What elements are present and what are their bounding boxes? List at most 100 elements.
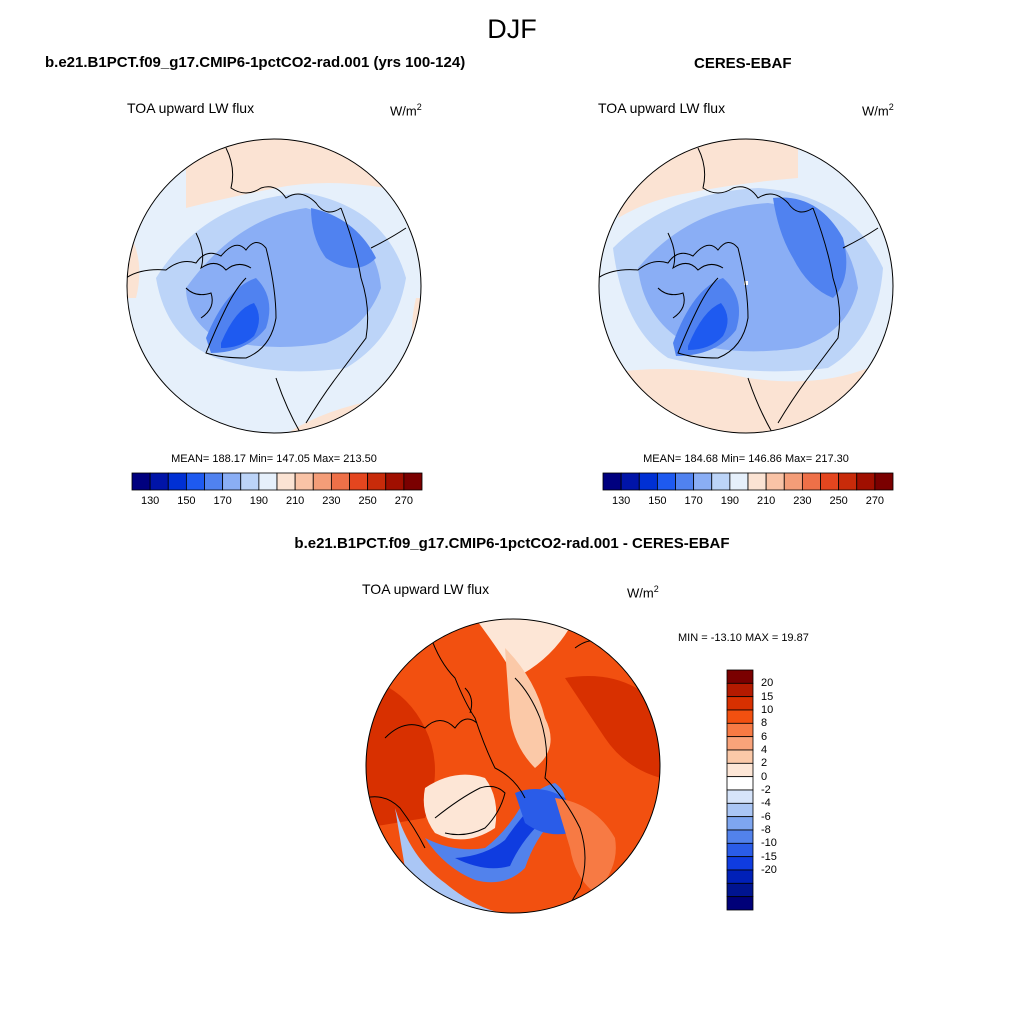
diff-colorbar-tick-label: -4 <box>761 797 771 810</box>
right-colorbar-swatch <box>820 472 840 491</box>
diff-colorbar-swatch <box>726 749 754 764</box>
left-colorbar-swatch <box>385 472 405 491</box>
right-colorbar-tick-label: 150 <box>648 495 667 507</box>
diff-colorbar-tick-label: 6 <box>761 730 768 743</box>
left-colorbar-swatch <box>276 472 296 491</box>
right-colorbar-swatch <box>747 472 767 491</box>
left-colorbar-swatch <box>258 472 278 491</box>
right-colorbar-tick-label: 270 <box>865 495 885 507</box>
left-colorbar-swatch <box>131 472 151 491</box>
diff-colorbar-swatches <box>726 669 754 911</box>
diff-colorbar-swatch <box>726 682 754 698</box>
left-colorbar-swatch <box>204 472 224 491</box>
diff-colorbar-swatch <box>726 802 754 818</box>
diff-colorbar-labels: 20 15 10 8 6 4 2 0 -2 -4 -6 -8 -10 -15 -20 <box>761 670 801 910</box>
diff-colorbar-tick-label: -2 <box>761 784 771 796</box>
left-colorbar-swatch <box>149 472 169 491</box>
diff-panel-title: b.e21.B1PCT.f09_g17.CMIP6-1pctCO2-rad.00… <box>294 535 730 552</box>
right-units-label: W/m2 <box>862 102 894 119</box>
left-colorbar-tick-label: 150 <box>177 495 196 507</box>
right-colorbar-swatch <box>711 472 731 491</box>
right-colorbar-tick-label: 250 <box>829 495 848 507</box>
right-colorbar-labels: 130 150 170 190 210 230 250 270 <box>603 495 893 509</box>
diff-colorbar-swatch <box>726 789 754 804</box>
right-colorbar-swatch <box>838 472 858 491</box>
left-units-label: W/m2 <box>390 102 422 119</box>
diff-colorbar-swatch <box>726 842 754 858</box>
right-colorbar-swatch <box>783 472 803 491</box>
left-colorbar-tick-label: 130 <box>140 495 160 507</box>
diff-colorbar-swatch <box>726 709 754 724</box>
right-colorbar-swatch <box>801 472 821 491</box>
right-colorbar-swatch <box>620 472 640 491</box>
left-panel-title: b.e21.B1PCT.f09_g17.CMIP6-1pctCO2-rad.00… <box>45 54 466 71</box>
left-colorbar-swatch <box>403 472 423 491</box>
left-colorbar-swatch <box>240 472 260 491</box>
right-colorbar-swatch <box>765 472 785 491</box>
left-stats: MEAN= 188.17 Min= 147.05 Max= 213.50 <box>171 453 377 465</box>
diff-colorbar-swatch <box>726 736 754 751</box>
left-colorbar-swatch <box>185 472 205 491</box>
left-colorbar-swatch <box>294 472 314 491</box>
diff-colorbar-swatch <box>726 816 754 831</box>
right-colorbar-swatch <box>638 472 658 491</box>
diff-colorbar-swatch <box>726 669 754 684</box>
diff-colorbar-tick-label: -15 <box>761 850 777 863</box>
right-variable-label: TOA upward LW flux <box>598 100 726 116</box>
right-colorbar-swatch <box>874 472 894 491</box>
left-colorbar-swatches <box>131 472 423 491</box>
diff-colorbar-tick-label: 0 <box>761 770 768 783</box>
diff-colorbar-tick-label: 20 <box>761 677 774 690</box>
left-variable-label: TOA upward LW flux <box>127 100 255 116</box>
diff-colorbar-swatch <box>726 696 754 711</box>
left-colorbar-tick-label: 270 <box>394 495 414 507</box>
diff-colorbar-tick-label: -8 <box>761 824 771 836</box>
diff-colorbar-swatch <box>726 856 754 871</box>
right-colorbar-swatch <box>656 472 676 491</box>
right-colorbar-tick-label: 230 <box>793 495 812 507</box>
diff-colorbar-tick-label: -20 <box>761 864 777 876</box>
left-colorbar-swatch <box>367 472 387 491</box>
left-colorbar-swatch <box>349 472 369 491</box>
right-panel-title: CERES-EBAF <box>694 55 792 72</box>
diff-colorbar-swatch <box>726 722 754 738</box>
left-polar-map <box>126 138 422 434</box>
diff-colorbar-swatch <box>726 776 754 791</box>
diff-colorbar-swatch <box>726 829 754 844</box>
right-polar-map <box>598 138 894 434</box>
left-colorbar-tick-label: 190 <box>249 495 269 507</box>
right-colorbar-swatch <box>675 472 695 491</box>
diff-colorbar-swatch <box>726 869 754 884</box>
diff-colorbar-tick-label: -6 <box>761 810 771 823</box>
diff-colorbar-swatch <box>726 762 754 778</box>
diff-units-label: W/m2 <box>627 584 659 601</box>
left-colorbar-swatch <box>312 472 332 491</box>
diff-colorbar-tick-label: 15 <box>761 690 774 703</box>
right-colorbar-swatch <box>693 472 713 491</box>
right-colorbar-swatches <box>602 472 894 491</box>
left-colorbar-swatch <box>167 472 187 491</box>
left-colorbar-labels: 130 150 170 190 210 230 250 270 <box>132 495 422 509</box>
left-colorbar-tick-label: 210 <box>285 495 305 507</box>
left-colorbar-tick-label: 170 <box>213 495 232 507</box>
diff-stats: MIN = -13.10 MAX = 19.87 <box>678 632 809 644</box>
diff-colorbar-swatch <box>726 896 754 911</box>
right-colorbar-swatch <box>602 472 622 491</box>
diff-colorbar-swatch <box>726 882 754 898</box>
diff-colorbar-tick-label: 8 <box>761 717 768 730</box>
diff-colorbar-tick-label: -10 <box>761 837 777 850</box>
left-colorbar-tick-label: 250 <box>358 495 377 507</box>
figure-title: DJF <box>487 14 537 44</box>
left-colorbar-swatch <box>222 472 242 491</box>
diff-variable-label: TOA upward LW flux <box>362 581 490 597</box>
left-colorbar-tick-label: 230 <box>322 495 341 507</box>
right-colorbar-swatch <box>856 472 876 491</box>
right-colorbar-tick-label: 210 <box>756 495 776 507</box>
right-colorbar-tick-label: 190 <box>720 495 740 507</box>
right-colorbar-swatch <box>729 472 749 491</box>
left-colorbar-swatch <box>330 472 350 491</box>
diff-colorbar-tick-label: 2 <box>761 757 768 770</box>
diff-colorbar-tick-label: 4 <box>761 744 768 756</box>
right-stats: MEAN= 184.68 Min= 146.86 Max= 217.30 <box>643 453 849 465</box>
diff-polar-map <box>365 618 661 914</box>
